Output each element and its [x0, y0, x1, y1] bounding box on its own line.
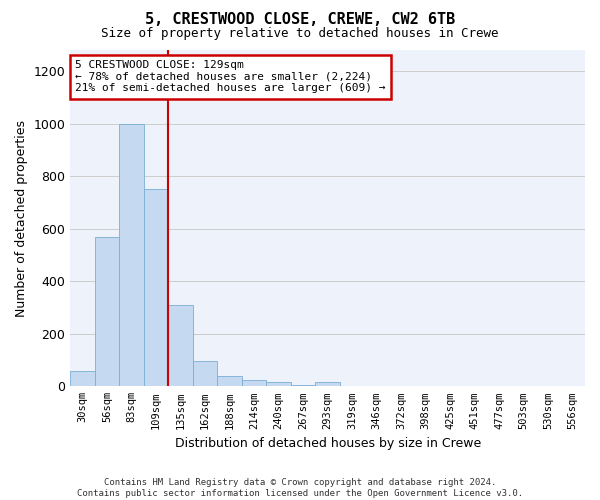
Bar — [119, 124, 144, 386]
Bar — [291, 385, 316, 386]
Text: Contains HM Land Registry data © Crown copyright and database right 2024.
Contai: Contains HM Land Registry data © Crown c… — [77, 478, 523, 498]
Text: Size of property relative to detached houses in Crewe: Size of property relative to detached ho… — [101, 28, 499, 40]
Bar — [242, 380, 266, 386]
Bar — [316, 382, 340, 386]
Text: 5 CRESTWOOD CLOSE: 129sqm
← 78% of detached houses are smaller (2,224)
21% of se: 5 CRESTWOOD CLOSE: 129sqm ← 78% of detac… — [76, 60, 386, 94]
X-axis label: Distribution of detached houses by size in Crewe: Distribution of detached houses by size … — [175, 437, 481, 450]
Bar — [95, 236, 119, 386]
Bar — [266, 382, 291, 386]
Bar — [169, 305, 193, 386]
Bar — [70, 370, 95, 386]
Bar — [217, 376, 242, 386]
Bar — [144, 190, 169, 386]
Y-axis label: Number of detached properties: Number of detached properties — [15, 120, 28, 316]
Bar — [193, 362, 217, 386]
Text: 5, CRESTWOOD CLOSE, CREWE, CW2 6TB: 5, CRESTWOOD CLOSE, CREWE, CW2 6TB — [145, 12, 455, 28]
